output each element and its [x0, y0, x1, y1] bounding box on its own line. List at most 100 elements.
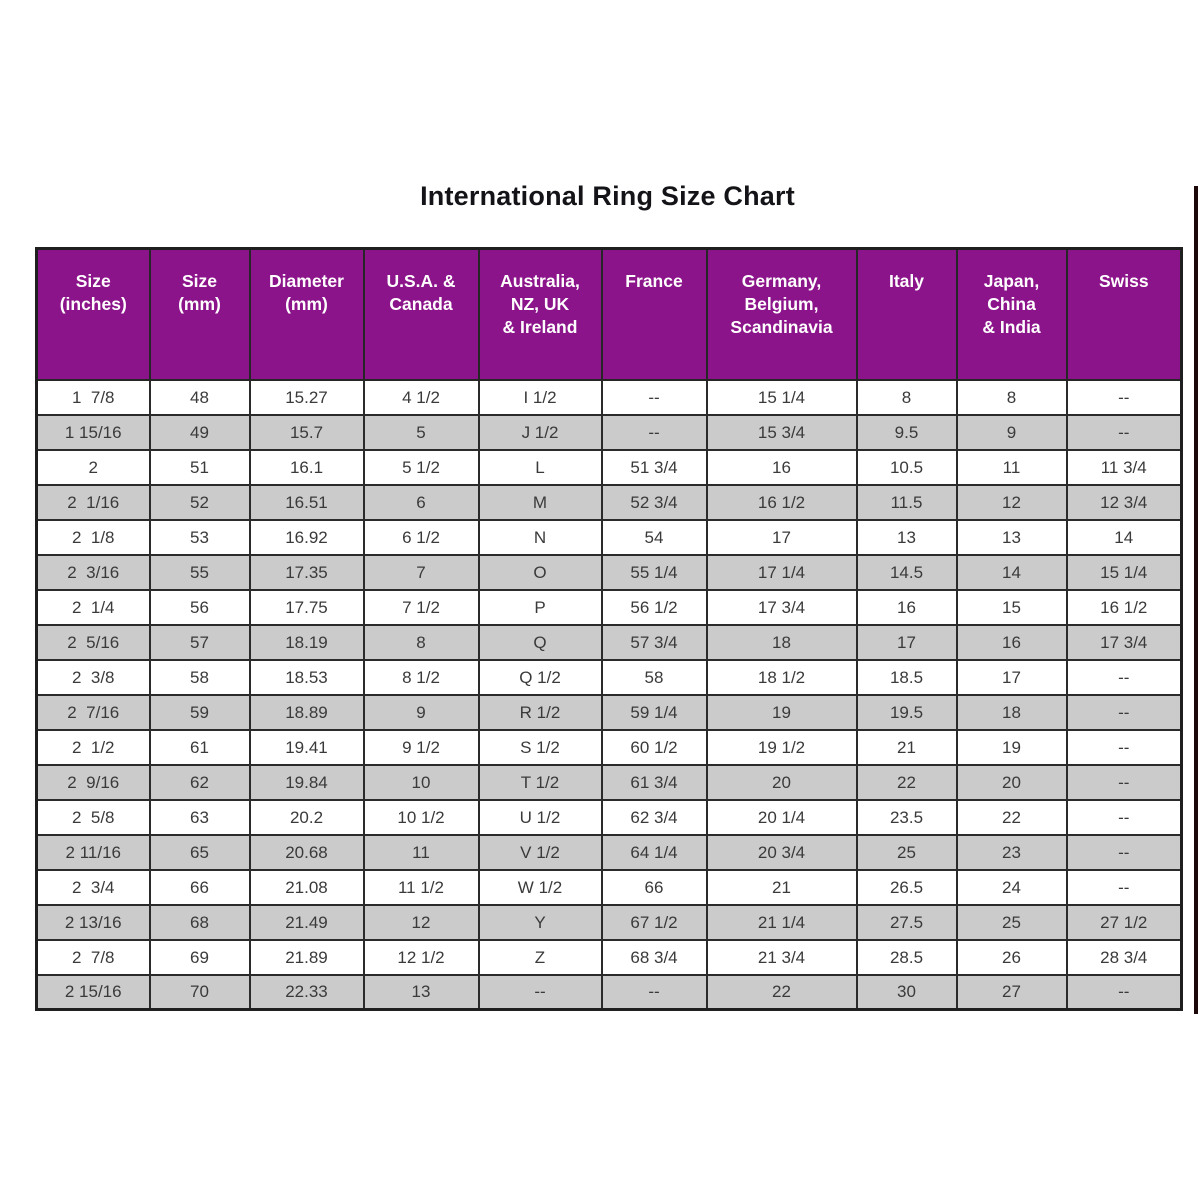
table-cell: 2 5/8	[35, 798, 151, 836]
table-cell: 11.5	[855, 483, 958, 521]
table-cell: 16	[955, 623, 1068, 661]
table-cell: --	[1065, 868, 1183, 906]
table-cell: 18.5	[855, 658, 958, 696]
table-cell: 66	[600, 868, 708, 906]
table-cell: 10 1/2	[362, 798, 480, 836]
table-cell: V 1/2	[477, 833, 603, 871]
table-cell: W 1/2	[477, 868, 603, 906]
table-cell: 18.53	[248, 658, 365, 696]
ring-size-table: Size (inches) Size (mm) Diameter (mm) U.S.A…	[35, 247, 1183, 1011]
table-cell: --	[1065, 833, 1183, 871]
table-cell: 2 3/16	[35, 553, 151, 591]
table-cell: 21.49	[248, 903, 365, 941]
table-cell: 2 15/16	[35, 973, 151, 1011]
table-cell: 63	[148, 798, 251, 836]
table-cell: 20	[955, 763, 1068, 801]
table-cell: 56	[148, 588, 251, 626]
table-cell: 22.33	[248, 973, 365, 1011]
table-row: 2 15/16 70 22.33 13 -- -- 22 30 27 --	[35, 973, 1183, 1011]
table-cell: 2	[35, 448, 151, 486]
table-cell: 17	[855, 623, 958, 661]
table-cell: 26.5	[855, 868, 958, 906]
table-cell: 25	[855, 833, 958, 871]
table-cell: 16	[855, 588, 958, 626]
table-row: 2 13/16 68 21.49 12 Y 67 1/2 21 1/4 27.5 25 27 1/…	[35, 903, 1183, 941]
table-cell: 17 3/4	[1065, 623, 1183, 661]
table-cell: 53	[148, 518, 251, 556]
table-cell: 17	[705, 518, 858, 556]
table-cell: 19	[955, 728, 1068, 766]
table-cell: 20.2	[248, 798, 365, 836]
table-cell: 11 1/2	[362, 868, 480, 906]
table-cell: 22	[955, 798, 1068, 836]
column-header: Size (mm)	[148, 247, 251, 381]
table-cell: 58	[148, 658, 251, 696]
table-cell: 12	[955, 483, 1068, 521]
scan-artifact-line	[1194, 186, 1198, 1014]
table-cell: 30	[855, 973, 958, 1011]
table-cell: 68	[148, 903, 251, 941]
table-cell: 17.75	[248, 588, 365, 626]
table-row: 2 11/16 65 20.68 11 V 1/2 64 1/4 20 3/4 25 23 --	[35, 833, 1183, 871]
table-cell: 61	[148, 728, 251, 766]
table-cell: 2 1/2	[35, 728, 151, 766]
table-cell: 20.68	[248, 833, 365, 871]
table-cell: 11 3/4	[1065, 448, 1183, 486]
column-header: Australia, NZ, UK & Ireland	[477, 247, 603, 381]
table-cell: 17.35	[248, 553, 365, 591]
table-cell: 13	[362, 973, 480, 1011]
table-cell: 21.08	[248, 868, 365, 906]
table-cell: 18	[955, 693, 1068, 731]
table-row: 2 1/8 53 16.92 6 1/2 N 54 17 13 13 14	[35, 518, 1183, 556]
table-cell: 52 3/4	[600, 483, 708, 521]
table-cell: 7 1/2	[362, 588, 480, 626]
table-cell: 55	[148, 553, 251, 591]
table-cell: 15	[955, 588, 1068, 626]
table-cell: 24	[955, 868, 1068, 906]
table-row: 1 7/8 48 15.27 4 1/2 I 1/2 -- 15 1/4 8 8 --	[35, 378, 1183, 416]
table-row: 2 51 16.1 5 1/2 L 51 3/4 16 10.5 11 11 3/4	[35, 448, 1183, 486]
column-header: Diameter (mm)	[248, 247, 365, 381]
table-cell: 9	[955, 413, 1068, 451]
table-cell: 9.5	[855, 413, 958, 451]
table-cell: 12 1/2	[362, 938, 480, 976]
table-cell: 6 1/2	[362, 518, 480, 556]
table-row: 1 15/16 49 15.7 5 J 1/2 -- 15 3/4 9.5 9 --	[35, 413, 1183, 451]
table-cell: 15.27	[248, 378, 365, 416]
table-cell: 15.7	[248, 413, 365, 451]
table-cell: 22	[855, 763, 958, 801]
table-cell: 20 3/4	[705, 833, 858, 871]
column-header: U.S.A. & Canada	[362, 247, 480, 381]
table-cell: 20 1/4	[705, 798, 858, 836]
column-header: Japan, China & India	[955, 247, 1068, 381]
table-cell: 58	[600, 658, 708, 696]
table-cell: 2 1/4	[35, 588, 151, 626]
table-cell: 16 1/2	[705, 483, 858, 521]
table-cell: I 1/2	[477, 378, 603, 416]
table-cell: --	[600, 413, 708, 451]
table-cell: 19.84	[248, 763, 365, 801]
table-cell: L	[477, 448, 603, 486]
table-cell: 51	[148, 448, 251, 486]
table-row: 2 1/2 61 19.41 9 1/2 S 1/2 60 1/2 19 1/2 21 19 --	[35, 728, 1183, 766]
table-cell: 13	[855, 518, 958, 556]
table-cell: 11	[955, 448, 1068, 486]
table-cell: 62 3/4	[600, 798, 708, 836]
table-cell: --	[1065, 658, 1183, 696]
table-cell: 23	[955, 833, 1068, 871]
table-cell: J 1/2	[477, 413, 603, 451]
table-cell: 28.5	[855, 938, 958, 976]
table-cell: 14	[955, 553, 1068, 591]
table-cell: Z	[477, 938, 603, 976]
table-cell: Q 1/2	[477, 658, 603, 696]
table-cell: 2 13/16	[35, 903, 151, 941]
table-cell: 52	[148, 483, 251, 521]
table-row: 2 5/16 57 18.19 8 Q 57 3/4 18 17 16 17 3/4	[35, 623, 1183, 661]
table-cell: 27.5	[855, 903, 958, 941]
table-cell: 57	[148, 623, 251, 661]
table-cell: 27	[955, 973, 1068, 1011]
table-cell: 66	[148, 868, 251, 906]
table-cell: 5 1/2	[362, 448, 480, 486]
table-cell: 61 3/4	[600, 763, 708, 801]
table-cell: 16.92	[248, 518, 365, 556]
